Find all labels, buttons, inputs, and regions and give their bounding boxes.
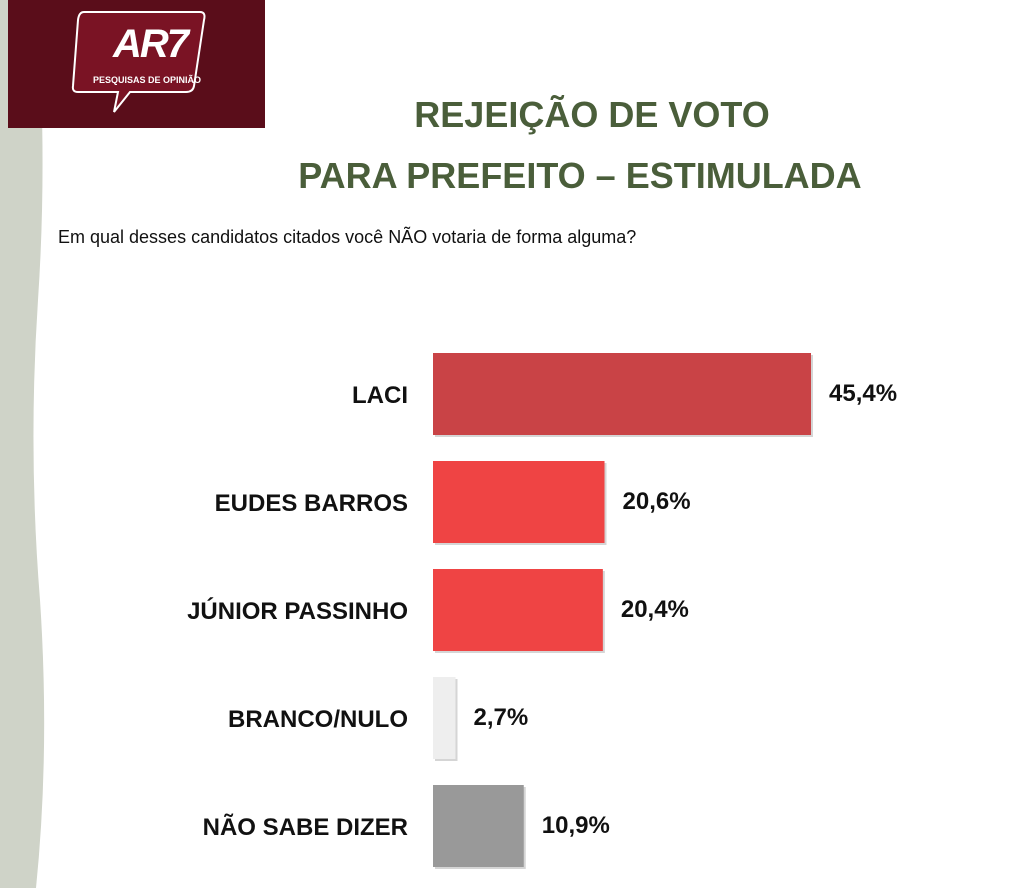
category-label: NÃO SABE DIZER: [203, 813, 408, 841]
category-label: EUDES BARROS: [215, 490, 408, 517]
category-label: BRANCO/NULO: [228, 706, 408, 733]
left-decorative-band: [0, 0, 45, 888]
value-label: 10,9%: [542, 812, 610, 839]
logo-tagline: PESQUISAS DE OPINIÃO: [92, 75, 202, 85]
value-label: 2,7%: [473, 704, 528, 731]
bar: [433, 461, 605, 543]
logo-speech-bubble-icon: [71, 11, 206, 113]
chart-title-line1: REJEIÇÃO DE VOTO: [414, 94, 770, 135]
bar: [433, 677, 456, 759]
value-label: 20,6%: [623, 488, 691, 515]
bar: [433, 785, 524, 867]
bar: [433, 353, 811, 435]
bar: [433, 569, 603, 651]
survey-question: Em qual desses candidatos citados você N…: [58, 227, 637, 247]
chart-title-line2: PARA PREFEITO – ESTIMULADA: [298, 155, 862, 196]
logo-brand: AR7: [112, 22, 189, 66]
category-label: LACI: [352, 382, 408, 409]
logo-banner: AR7 PESQUISAS DE OPINIÃO: [8, 0, 265, 128]
category-label: JÚNIOR PASSINHO: [187, 597, 408, 625]
value-label: 20,4%: [621, 596, 689, 623]
value-label: 45,4%: [829, 380, 897, 407]
